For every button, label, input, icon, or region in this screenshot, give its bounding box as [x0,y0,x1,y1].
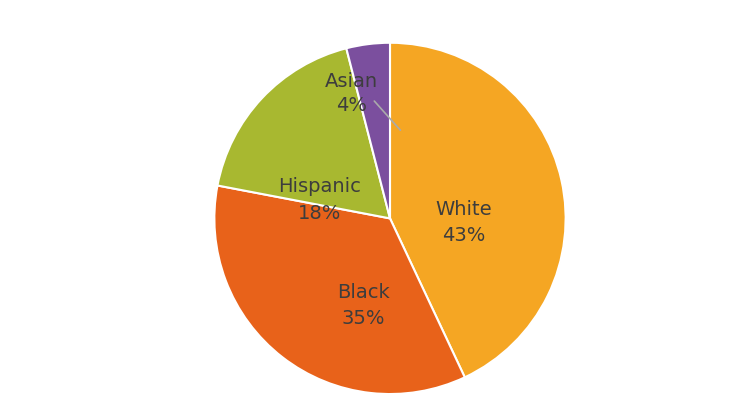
Text: 18%: 18% [298,204,341,223]
Text: 43%: 43% [442,226,485,245]
Text: Black: Black [338,283,390,302]
Text: Hispanic: Hispanic [278,177,362,196]
Text: 4%: 4% [336,97,367,116]
Text: Asian: Asian [325,72,378,91]
Wedge shape [346,43,390,218]
Wedge shape [217,48,390,218]
Wedge shape [214,186,465,394]
Text: 35%: 35% [342,309,386,328]
Text: White: White [436,200,492,219]
Wedge shape [390,43,566,377]
